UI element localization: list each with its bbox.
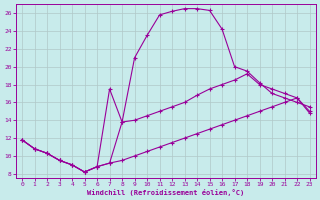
- X-axis label: Windchill (Refroidissement éolien,°C): Windchill (Refroidissement éolien,°C): [87, 189, 244, 196]
